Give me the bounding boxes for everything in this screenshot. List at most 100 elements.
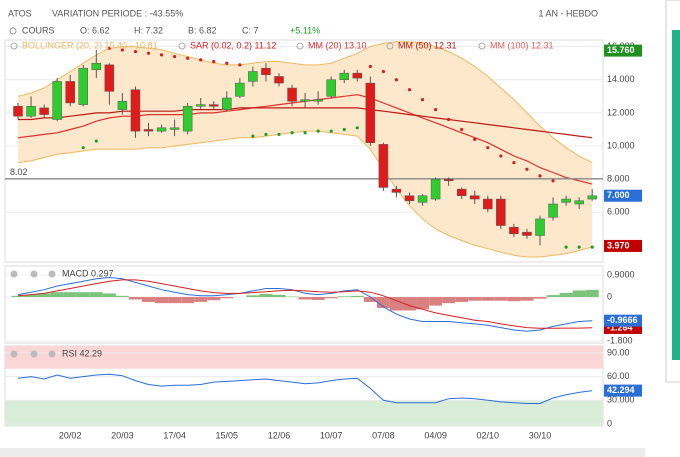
- histogram-bar: [572, 290, 586, 298]
- candle-body: [117, 101, 128, 110]
- histogram-bar: [11, 295, 25, 298]
- legend-entry: SAR (0.02, 0.2) 11.12: [190, 40, 276, 50]
- sar-dot: [447, 117, 451, 122]
- ticker: ATOS: [8, 8, 32, 18]
- histogram-bar: [102, 293, 116, 298]
- candle-body: [443, 178, 454, 182]
- sar-dot: [146, 51, 151, 55]
- histogram-bar: [507, 297, 521, 302]
- candle-body: [587, 195, 597, 200]
- histogram-bar: [50, 292, 64, 298]
- histogram-bar: [376, 297, 390, 309]
- candle-body: [261, 67, 271, 76]
- candle-body: [391, 188, 402, 193]
- sar-dot: [342, 127, 346, 132]
- panel-icon: [48, 350, 56, 358]
- candle-body: [456, 188, 467, 196]
- histogram-bar: [520, 297, 534, 301]
- y-tick-label: 0: [607, 291, 612, 301]
- histogram-bar: [533, 297, 547, 299]
- histogram-bar: [403, 297, 416, 311]
- gear-icon[interactable]: [9, 27, 17, 35]
- y-tick-label: 90.00: [607, 347, 630, 357]
- histogram-bar: [220, 297, 234, 299]
- x-tick-label: 17/04: [163, 430, 186, 440]
- price-badge: [604, 239, 642, 252]
- candle-body: [470, 195, 480, 200]
- price-badge-label: 3.970: [607, 240, 630, 250]
- histogram-bar: [442, 297, 456, 304]
- panel-frame: [4, 39, 604, 263]
- histogram-bar: [416, 297, 430, 310]
- x-tick-label: 07/08: [372, 430, 395, 440]
- sar-dot: [277, 132, 281, 137]
- histogram-bar: [76, 292, 90, 298]
- x-tick-label: 12/06: [268, 430, 291, 440]
- candle-body: [156, 127, 167, 132]
- sar-dot: [394, 78, 399, 82]
- histogram-bar: [168, 297, 182, 304]
- histogram-bar: [311, 297, 325, 300]
- candle-body: [248, 71, 258, 82]
- legend-icon: [296, 42, 304, 50]
- sar-dot: [173, 54, 177, 59]
- reference-label: 8.02: [10, 167, 28, 177]
- panel-icon: [10, 350, 18, 358]
- candle-body: [182, 106, 193, 132]
- candle-body: [561, 198, 571, 203]
- histogram-bar: [155, 297, 169, 304]
- sar-dot: [303, 131, 307, 135]
- y-tick-label: 0.9000: [607, 269, 635, 279]
- candle-body: [143, 129, 154, 132]
- histogram-bar: [142, 297, 155, 302]
- histogram-bar: [429, 297, 443, 306]
- price-badge-label: 42.294: [607, 385, 635, 395]
- sar-dot: [381, 69, 385, 74]
- candle-body: [509, 226, 519, 235]
- histogram-bar: [559, 292, 573, 298]
- high-value: H: 7.32: [134, 25, 163, 35]
- indicator-line: [17, 373, 593, 404]
- histogram-bar: [181, 297, 195, 304]
- y-tick-label: 0: [607, 418, 612, 428]
- candle-body: [209, 104, 219, 107]
- histogram-bar: [494, 297, 508, 301]
- histogram-bar: [89, 292, 103, 298]
- histogram-bar: [481, 297, 495, 301]
- candle-body: [535, 218, 545, 236]
- histogram-bar: [259, 293, 273, 298]
- x-tick-label: 30/10: [529, 430, 552, 440]
- sar-dot: [355, 126, 359, 130]
- histogram-bar: [468, 297, 482, 301]
- price-badge-label: 7.000: [607, 190, 630, 200]
- sar-dot: [186, 56, 190, 60]
- sar-dot: [107, 46, 111, 50]
- candle-body: [378, 144, 389, 188]
- candle-body: [430, 178, 441, 200]
- legend-icon: [10, 42, 18, 50]
- bollinger-upper: [17, 41, 593, 164]
- sar-dot: [264, 132, 268, 137]
- zone: [5, 346, 603, 369]
- sar-dot: [94, 139, 98, 143]
- panel-icon: [30, 350, 38, 358]
- histogram-bar: [585, 289, 599, 298]
- side-panel-fill: [672, 30, 680, 360]
- period: 1 AN - HEBDO: [538, 8, 598, 18]
- legend-icon: [386, 42, 394, 50]
- candle-body: [300, 99, 310, 102]
- open-value: O: 6.62: [80, 25, 110, 35]
- candle-body: [13, 106, 23, 117]
- indicator-line: [17, 276, 593, 332]
- histogram-bar: [194, 297, 208, 302]
- histogram-bar: [128, 297, 142, 300]
- panel-frame: [4, 265, 604, 344]
- sar-dot: [225, 61, 229, 65]
- variation: VARIATION PERIODE : -43.55%: [52, 8, 183, 18]
- sar-dot: [199, 58, 203, 62]
- sar-dot: [133, 49, 138, 54]
- indicator-line: [17, 279, 593, 329]
- bollinger-band: [18, 41, 593, 258]
- histogram-bar: [207, 297, 221, 301]
